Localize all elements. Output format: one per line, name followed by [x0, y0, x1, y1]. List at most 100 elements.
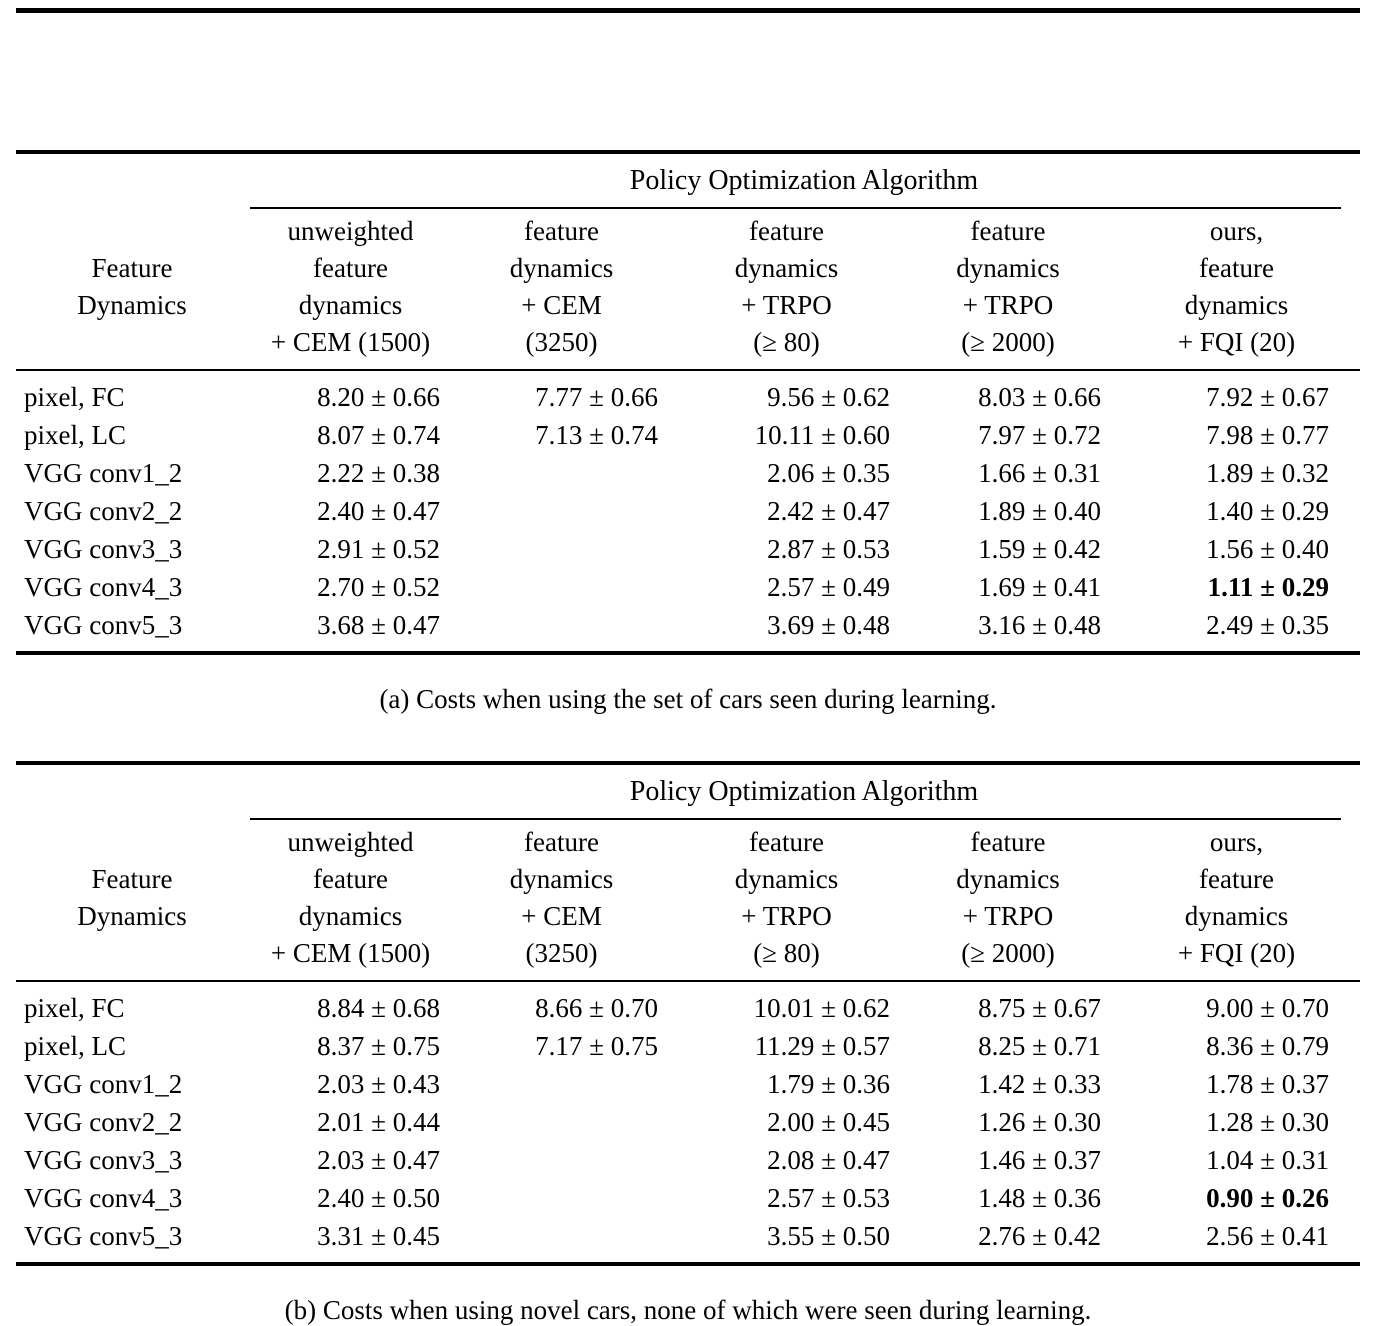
cell-value: 2.03 ± 0.43: [317, 1069, 440, 1099]
group-header: Policy Optimization Algorithm: [629, 165, 979, 196]
row-label: pixel, FC: [24, 993, 125, 1023]
row-label: VGG conv4_3: [24, 1183, 183, 1213]
cell-value: 7.13 ± 0.74: [535, 420, 658, 450]
column-header-trpo-2000: feature dynamics + TRPO (≥ 2000): [903, 209, 1113, 371]
cell-value: 1.26 ± 0.30: [978, 1107, 1101, 1137]
cell-value: [453, 1065, 670, 1103]
row-label: VGG conv3_3: [24, 534, 183, 564]
cell-value: 8.07 ± 0.74: [317, 420, 440, 450]
cell-value: 1.04 ± 0.31: [1206, 1145, 1329, 1175]
cell-value: 8.84 ± 0.68: [317, 993, 440, 1023]
cell-value-best: 1.11 ± 0.29: [1207, 572, 1329, 602]
cell-value: 1.48 ± 0.36: [978, 1183, 1101, 1213]
cell-value: [453, 1103, 670, 1141]
row-label: VGG conv5_3: [24, 610, 183, 640]
row-label: VGG conv1_2: [24, 1069, 183, 1099]
column-header-feature-dynamics: Feature Dynamics: [16, 820, 248, 982]
results-table-novel-cars: Policy Optimization Algorithm Feature Dy…: [16, 761, 1360, 1266]
column-header-cem-3250: feature dynamics + CEM (3250): [453, 209, 670, 371]
cell-value: [453, 1217, 670, 1264]
cell-value: 2.70 ± 0.52: [317, 572, 440, 602]
table-b-section: Policy Optimization Algorithm Feature Dy…: [16, 761, 1360, 1326]
table-row: VGG conv4_3 2.70 ± 0.52 2.57 ± 0.49 1.69…: [16, 568, 1360, 606]
table-row: VGG conv5_3 3.31 ± 0.45 3.55 ± 0.50 2.76…: [16, 1217, 1360, 1264]
cell-value: 7.98 ± 0.77: [1206, 420, 1329, 450]
row-label: VGG conv3_3: [24, 1145, 183, 1175]
cell-value: [453, 606, 670, 653]
table-row: VGG conv1_2 2.03 ± 0.43 1.79 ± 0.36 1.42…: [16, 1065, 1360, 1103]
table-row: VGG conv5_3 3.68 ± 0.47 3.69 ± 0.48 3.16…: [16, 606, 1360, 653]
cell-value-best: 0.90 ± 0.26: [1206, 1183, 1329, 1213]
cell-value: 3.31 ± 0.45: [317, 1221, 440, 1251]
cell-value: 2.56 ± 0.41: [1206, 1221, 1329, 1251]
cell-value: 8.36 ± 0.79: [1206, 1031, 1329, 1061]
group-header-row: Policy Optimization Algorithm: [16, 763, 1360, 820]
cell-value: 2.00 ± 0.45: [767, 1107, 890, 1137]
column-header-ours-fqi-20: ours, feature dynamics + FQI (20): [1113, 209, 1360, 371]
table-row: pixel, FC 8.20 ± 0.66 7.77 ± 0.66 9.56 ±…: [16, 370, 1360, 416]
cell-value: 2.40 ± 0.50: [317, 1183, 440, 1213]
cell-value: 2.57 ± 0.49: [767, 572, 890, 602]
cell-value: 2.01 ± 0.44: [317, 1107, 440, 1137]
row-label: VGG conv4_3: [24, 572, 183, 602]
row-label: pixel, LC: [24, 420, 126, 450]
group-header: Policy Optimization Algorithm: [629, 776, 979, 807]
cell-value: 1.79 ± 0.36: [767, 1069, 890, 1099]
row-label: VGG conv5_3: [24, 1221, 183, 1251]
column-header-unweighted-cem-1500: unweighted feature dynamics + CEM (1500): [248, 209, 453, 371]
cell-value: 2.91 ± 0.52: [317, 534, 440, 564]
cell-value: [453, 530, 670, 568]
cell-value: [453, 454, 670, 492]
column-header-row: Feature Dynamics unweighted feature dyna…: [16, 209, 1360, 371]
cell-value: 8.20 ± 0.66: [317, 382, 440, 412]
table-row: VGG conv3_3 2.03 ± 0.47 2.08 ± 0.47 1.46…: [16, 1141, 1360, 1179]
results-table-seen-cars: Policy Optimization Algorithm Feature Dy…: [16, 150, 1360, 655]
paper-page: Policy Optimization Algorithm Feature Dy…: [0, 8, 1376, 1326]
row-label: pixel, LC: [24, 1031, 126, 1061]
table-row: pixel, FC 8.84 ± 0.68 8.66 ± 0.70 10.01 …: [16, 981, 1360, 1027]
cell-value: 8.25 ± 0.71: [978, 1031, 1101, 1061]
cell-value: 2.49 ± 0.35: [1206, 610, 1329, 640]
table-caption-b: (b) Costs when using novel cars, none of…: [284, 1295, 1092, 1325]
table-row: pixel, LC 8.37 ± 0.75 7.17 ± 0.75 11.29 …: [16, 1027, 1360, 1065]
cell-value: 1.78 ± 0.37: [1206, 1069, 1329, 1099]
row-label: VGG conv2_2: [24, 1107, 183, 1137]
cell-value: 7.17 ± 0.75: [535, 1031, 658, 1061]
column-header-trpo-80: feature dynamics + TRPO (≥ 80): [670, 820, 903, 982]
cell-value: 1.59 ± 0.42: [978, 534, 1101, 564]
table-a-section: Policy Optimization Algorithm Feature Dy…: [16, 150, 1360, 715]
cell-value: 1.40 ± 0.29: [1206, 496, 1329, 526]
column-header-ours-fqi-20: ours, feature dynamics + FQI (20): [1113, 820, 1360, 982]
page-top-rule: [16, 8, 1360, 13]
cell-value: 1.89 ± 0.32: [1206, 458, 1329, 488]
cell-value: 1.56 ± 0.40: [1206, 534, 1329, 564]
row-label: pixel, FC: [24, 382, 125, 412]
row-label: VGG conv2_2: [24, 496, 183, 526]
cell-value: 1.69 ± 0.41: [978, 572, 1101, 602]
cell-value: 2.42 ± 0.47: [767, 496, 890, 526]
cell-value: 2.03 ± 0.47: [317, 1145, 440, 1175]
cmidrule: [250, 818, 1341, 820]
cell-value: 3.69 ± 0.48: [767, 610, 890, 640]
table-row: VGG conv2_2 2.01 ± 0.44 2.00 ± 0.45 1.26…: [16, 1103, 1360, 1141]
column-header-row: Feature Dynamics unweighted feature dyna…: [16, 820, 1360, 982]
column-header-trpo-80: feature dynamics + TRPO (≥ 80): [670, 209, 903, 371]
cell-value: 2.40 ± 0.47: [317, 496, 440, 526]
cell-value: 2.06 ± 0.35: [767, 458, 890, 488]
cell-value: 1.89 ± 0.40: [978, 496, 1101, 526]
cell-value: 2.57 ± 0.53: [767, 1183, 890, 1213]
cell-value: 1.28 ± 0.30: [1206, 1107, 1329, 1137]
cell-value: [453, 568, 670, 606]
cell-value: [453, 492, 670, 530]
cell-value: 1.42 ± 0.33: [978, 1069, 1101, 1099]
cell-value: 3.68 ± 0.47: [317, 610, 440, 640]
cell-value: [453, 1179, 670, 1217]
cell-value: 9.00 ± 0.70: [1206, 993, 1329, 1023]
cell-value: 9.56 ± 0.62: [767, 382, 890, 412]
row-label: VGG conv1_2: [24, 458, 183, 488]
cell-value: 2.76 ± 0.42: [978, 1221, 1101, 1251]
cell-value: 3.55 ± 0.50: [767, 1221, 890, 1251]
column-header-unweighted-cem-1500: unweighted feature dynamics + CEM (1500): [248, 820, 453, 982]
cell-value: 8.66 ± 0.70: [535, 993, 658, 1023]
table-row: VGG conv3_3 2.91 ± 0.52 2.87 ± 0.53 1.59…: [16, 530, 1360, 568]
